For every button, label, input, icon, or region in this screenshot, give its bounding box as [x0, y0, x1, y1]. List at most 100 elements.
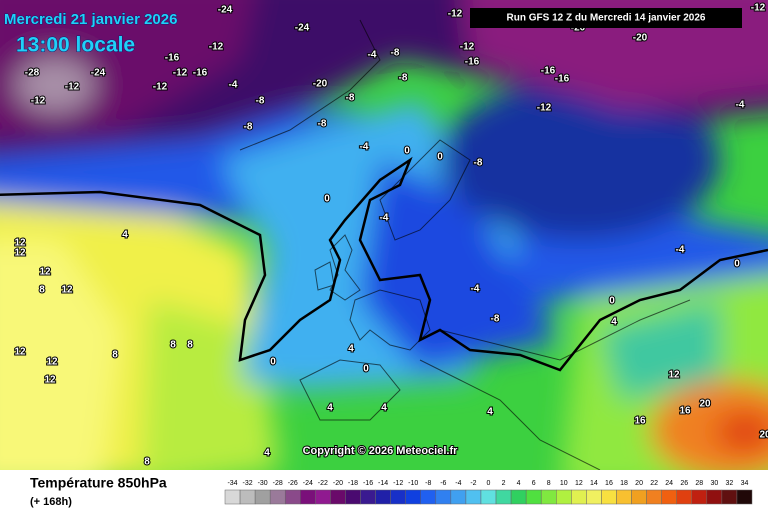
temperature-label: -24 [295, 23, 310, 34]
scale-cell [540, 489, 557, 505]
temperature-label: -16 [465, 57, 480, 68]
scale-label: -32 [243, 480, 253, 487]
scale-cell [525, 489, 542, 505]
temperature-label: 20 [699, 399, 711, 410]
temperature-label: 12 [14, 238, 26, 249]
temperature-label: 4 [122, 230, 128, 241]
footer-subtitle: (+ 168h) [30, 496, 72, 508]
scale-label: 20 [635, 480, 643, 487]
footer-title: Température 850hPa [30, 475, 167, 491]
temperature-label: 0 [324, 194, 330, 205]
copyright: Copyright © 2026 Meteociel.fr [303, 445, 459, 457]
scale-label: -22 [318, 480, 328, 487]
scale-label: 28 [695, 480, 703, 487]
scale-label: 30 [710, 480, 718, 487]
scale-label: 16 [605, 480, 613, 487]
forecast-time: 13:00 locale [16, 34, 135, 57]
temperature-label: -8 [346, 93, 355, 104]
scale-label: 22 [650, 480, 658, 487]
temperature-label: -24 [91, 68, 106, 79]
temperature-label: 4 [264, 448, 270, 459]
temperature-label: -4 [380, 213, 389, 224]
temperature-label: -12 [537, 103, 552, 114]
temperature-label: -12 [153, 82, 168, 93]
temperature-label: 20 [759, 430, 768, 441]
scale-cell [586, 489, 602, 505]
scale-label: 0 [487, 480, 491, 487]
scale-label: -26 [288, 480, 298, 487]
scale-label: 14 [590, 480, 598, 487]
temperature-label: -12 [448, 9, 463, 20]
temperature-label: -12 [173, 68, 188, 79]
scale-label: -10 [408, 480, 418, 487]
temperature-label: 0 [437, 152, 443, 163]
temperature-label: -16 [541, 66, 556, 77]
map: -24 -24 -12 -16 -12 -16 -12 -28 -24 -12 -12 -4 -20 -8… [0, 0, 768, 470]
temperature-label: 12 [61, 285, 73, 296]
scale-cell [315, 489, 331, 505]
color-scale: -34 -32 -30 -28 -26 -24 -22 -20 -18 -16 -14 -12 -10-… [224, 480, 753, 505]
scale-cell [631, 489, 647, 505]
scale-cell [736, 489, 753, 505]
temperature-label: 8 [170, 340, 176, 351]
scale-label: -2 [470, 480, 476, 487]
temperature-label: -12 [65, 82, 80, 93]
scale-cell [480, 489, 497, 505]
scale-cell [691, 489, 708, 505]
scale-label: 24 [665, 480, 673, 487]
scale-label: -16 [363, 480, 373, 487]
scale-cell [390, 489, 406, 505]
temperature-label: 12 [14, 248, 26, 259]
scale-cell [405, 489, 421, 505]
run-info: Run GFS 12 Z du Mercredi 14 janvier 2026 [507, 13, 706, 24]
temperature-label: -4 [368, 50, 377, 61]
scale-cell [616, 489, 632, 505]
scale-label: -12 [393, 480, 403, 487]
scale-cell [345, 489, 361, 505]
temperature-label: -4 [676, 245, 685, 256]
temperature-label: -28 [25, 68, 40, 79]
temperature-label: -8 [399, 73, 408, 84]
scale-cell [676, 489, 693, 505]
scale-cell [420, 489, 437, 505]
scale-cell [435, 489, 452, 505]
temperature-label: -12 [460, 42, 475, 53]
zero-contour [0, 156, 768, 372]
temperature-label: 4 [348, 344, 354, 355]
scale-label: 10 [560, 480, 568, 487]
temperature-label: 12 [39, 267, 51, 278]
scale-cell [254, 489, 271, 505]
temperature-label: -16 [555, 74, 570, 85]
temperature-label: 12 [44, 375, 56, 386]
scale-label: -4 [455, 480, 461, 487]
forecast-date: Mercredi 21 janvier 2026 [4, 11, 177, 28]
temperature-label: -12 [31, 96, 46, 107]
scale-cell [661, 489, 677, 505]
temperature-label: 0 [270, 357, 276, 368]
scale-cell [330, 489, 346, 505]
temperature-label: 12 [46, 357, 58, 368]
scale-cell [450, 489, 467, 505]
scale-label: -14 [378, 480, 388, 487]
temperature-label: 4 [487, 407, 493, 418]
temperature-label: 0 [363, 364, 369, 375]
scale-label: 34 [741, 480, 749, 487]
temperature-label: -12 [209, 42, 224, 53]
scale-label: -28 [273, 480, 283, 487]
scale-cell [646, 489, 662, 505]
scale-cell [300, 489, 316, 505]
scale-cell [571, 489, 587, 505]
scale-cell [375, 489, 391, 505]
scale-cell [721, 489, 738, 505]
scale-label: -6 [440, 480, 446, 487]
temperature-label: -12 [751, 3, 766, 14]
temperature-label: 0 [734, 259, 740, 270]
temperature-label: 8 [39, 285, 45, 296]
scale-label: -8 [425, 480, 431, 487]
temperature-label: -16 [193, 68, 208, 79]
temperature-label: 8 [144, 457, 150, 468]
temperature-label: -24 [218, 5, 233, 16]
scale-cell [601, 489, 617, 505]
scale-label: 18 [620, 480, 628, 487]
